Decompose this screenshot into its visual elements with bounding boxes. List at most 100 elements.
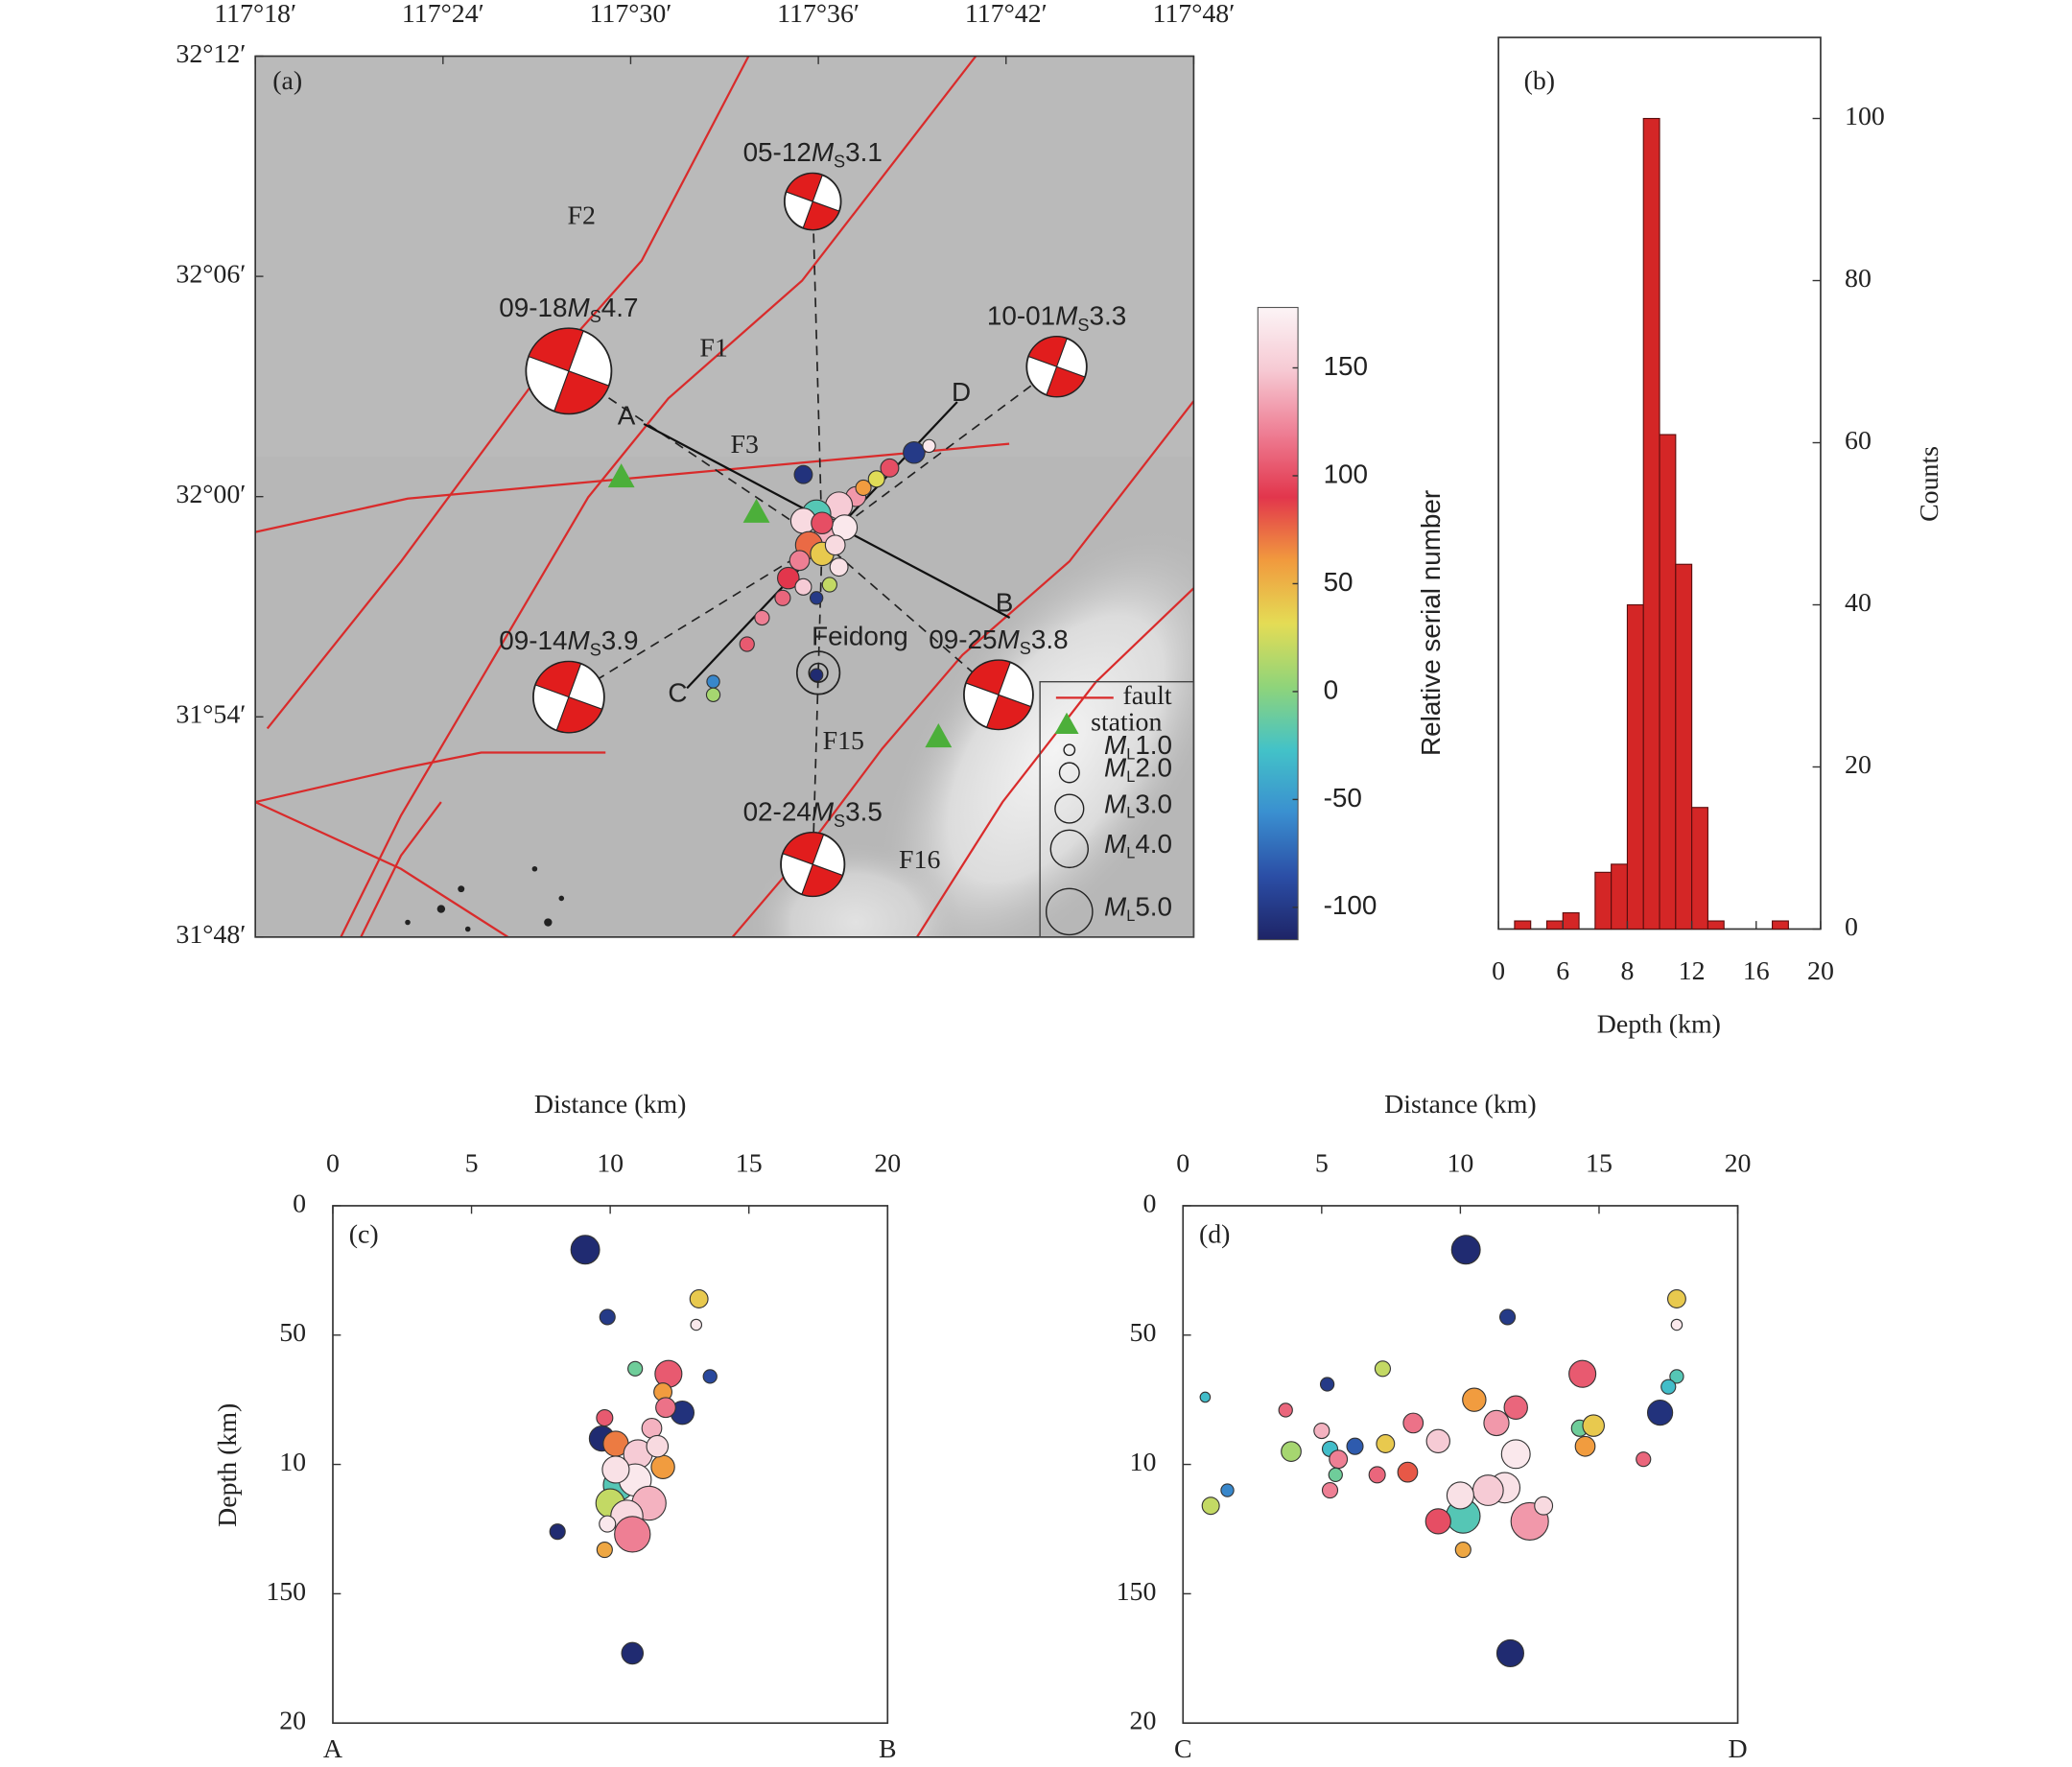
legend-label: station	[1091, 708, 1162, 738]
legend-size	[1045, 887, 1094, 936]
event	[1328, 1467, 1343, 1483]
x-tick-label: 10	[1447, 1149, 1473, 1179]
event	[1313, 1422, 1330, 1440]
legend-size-label-part: L	[1126, 845, 1135, 862]
event	[1220, 1483, 1235, 1497]
event	[1201, 1496, 1220, 1516]
event	[922, 438, 936, 454]
mechanism-label-part: 3.9	[601, 625, 639, 655]
event	[1503, 1395, 1528, 1420]
mechanism-label-part: M	[567, 625, 590, 655]
event	[794, 577, 812, 596]
event	[1500, 1439, 1531, 1470]
legend-size-label-part: M	[1104, 789, 1127, 819]
y-tick-label: 0	[1845, 912, 1858, 942]
event	[1582, 1414, 1605, 1437]
profile-end-label: B	[879, 1734, 897, 1764]
beachball-quadrant	[534, 661, 582, 698]
event	[1574, 1435, 1596, 1457]
event	[809, 591, 824, 605]
y-axis-label: Counts	[1915, 446, 1944, 522]
mechanism-label-part: S	[590, 307, 601, 326]
station	[925, 722, 953, 748]
panel-label: (d)	[1199, 1219, 1231, 1249]
map-background	[255, 56, 1194, 937]
y-tick-label: 0	[293, 1189, 306, 1218]
colorbar	[1257, 306, 1299, 941]
event	[1498, 1308, 1517, 1326]
mechanism-label-part: 09-25	[929, 624, 997, 654]
profile-label: D	[952, 377, 971, 407]
figure-content: 117°18′ 117°24′ 117°30′ 117°36′ 117°42′ 117°4…	[176, 0, 1944, 1764]
event	[690, 1318, 703, 1331]
legend-size-label-part: M	[1104, 730, 1127, 760]
event	[1397, 1461, 1419, 1483]
event	[903, 440, 926, 464]
event	[855, 479, 872, 497]
legend-size	[1063, 743, 1076, 757]
fault-label: F1	[699, 333, 727, 363]
y-tick-label: 0	[1142, 1189, 1156, 1218]
legend-size	[1054, 793, 1085, 824]
mechanism-link	[812, 201, 823, 542]
mechanism-link	[812, 541, 823, 865]
event	[824, 534, 846, 556]
x-tick-label: 0	[326, 1149, 340, 1179]
event	[1495, 1638, 1524, 1667]
profile-start-label: C	[1174, 1734, 1192, 1764]
y-tick-label: 31°48′	[176, 920, 246, 950]
event	[599, 1308, 616, 1326]
place-label: Feidong	[812, 621, 908, 650]
colorbar-tick-label: 50	[1324, 567, 1354, 597]
fault-line	[360, 801, 442, 937]
legend-size	[1049, 829, 1090, 869]
mechanism-label: 05-12MS3.1	[743, 138, 883, 172]
profile-label: B	[996, 587, 1014, 617]
fault-label: F16	[899, 845, 940, 875]
legend-station	[1054, 712, 1079, 735]
beachball-quadrant	[802, 200, 840, 230]
mechanism-label-part: M	[1055, 301, 1078, 331]
event	[689, 1289, 709, 1308]
event	[880, 458, 900, 478]
mechanism-label-part: S	[834, 812, 845, 831]
bar	[1642, 117, 1660, 931]
bar	[1659, 434, 1677, 931]
event	[705, 687, 721, 702]
x-tick-label: 117°48′	[1152, 0, 1235, 29]
legend-size-label: ML1.0	[1104, 730, 1172, 763]
event	[650, 1454, 675, 1479]
mechanism-label-part: 09-14	[499, 625, 567, 655]
fault-line	[255, 801, 509, 937]
profile-label: A	[618, 400, 636, 430]
mechanism-link	[821, 540, 1000, 695]
legend-size-label-part: L	[1126, 907, 1135, 925]
place-marker	[795, 650, 841, 695]
x-tick-label: 117°24′	[402, 0, 484, 29]
event	[549, 1523, 566, 1541]
x-tick-label: 15	[1586, 1149, 1613, 1179]
y-tick-label: 80	[1845, 264, 1872, 294]
bar	[1675, 563, 1693, 931]
event	[1534, 1496, 1554, 1516]
event	[596, 1541, 613, 1559]
mechanism-label-part: 10-01	[987, 301, 1055, 331]
fault-line	[915, 587, 1194, 937]
event	[599, 1515, 617, 1533]
x-tick-label: 117°18′	[214, 0, 296, 29]
x-tick-label: 10	[597, 1149, 624, 1179]
beachball-quadrant	[553, 370, 610, 414]
mechanism-label-part: S	[1020, 639, 1031, 658]
event	[1568, 1359, 1597, 1388]
y-tick-label: 20	[1845, 750, 1872, 780]
colorbar-tick-label: -50	[1324, 783, 1362, 813]
mechanism-label: 09-18MS4.7	[499, 293, 638, 326]
event	[774, 589, 791, 606]
x-tick-label: 8	[1620, 956, 1634, 986]
x-tick-label: 20	[1725, 1149, 1752, 1179]
panel-label: (a)	[272, 66, 302, 96]
y-tick-label: 32°12′	[176, 39, 246, 69]
beachball-quadrant	[785, 173, 823, 202]
legend-size-label-part: L	[1126, 805, 1135, 822]
